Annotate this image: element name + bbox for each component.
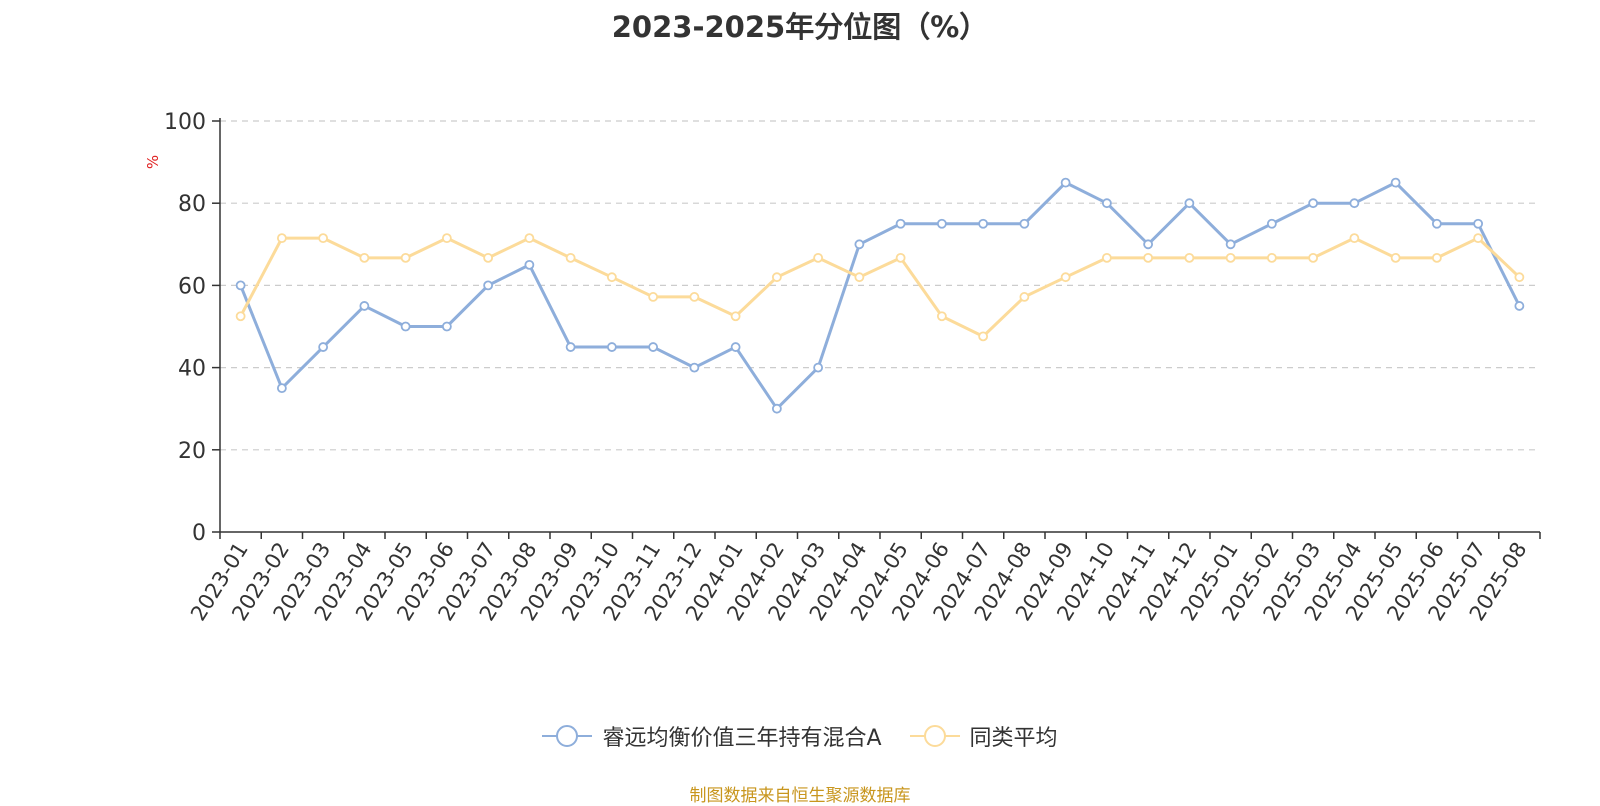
x-tick-labels: 2023-012023-022023-032023-042023-052023-… [186,538,1532,625]
series-point-1[interactable] [524,233,535,244]
legend: 睿远均衡价值三年持有混合A 同类平均 [0,720,1600,752]
legend-label-series-b: 同类平均 [969,726,1058,751]
series-point-1[interactable] [978,331,989,342]
y-tick-label: 20 [178,439,206,464]
series-point-0[interactable] [1473,218,1484,229]
series-point-1[interactable] [359,252,370,263]
grid-lines [220,120,1540,451]
series-point-1[interactable] [771,272,782,283]
legend-swatch-series-b [909,725,960,747]
series-point-0[interactable] [771,403,782,414]
series-point-1[interactable] [318,233,329,244]
series-line-1 [239,236,1521,338]
series-point-0[interactable] [318,342,329,352]
series-point-1[interactable] [1101,252,1112,263]
series-point-0[interactable] [1101,198,1112,209]
y-tick-label: 100 [164,110,206,135]
series-point-1[interactable] [730,311,741,322]
series-point-0[interactable] [1143,239,1154,250]
series-point-0[interactable] [1060,177,1071,188]
series-point-1[interactable] [1019,292,1030,302]
series-point-0[interactable] [895,218,906,229]
series-point-0[interactable] [276,383,287,394]
series-point-0[interactable] [1349,198,1360,209]
y-tick-label: 60 [178,274,206,299]
series-point-0[interactable] [1019,218,1030,229]
series-point-1[interactable] [483,252,494,263]
series-point-1[interactable] [1225,252,1236,263]
series-point-1[interactable] [565,252,576,263]
legend-label-series-a: 睿远均衡价值三年持有混合A [602,726,882,751]
series-point-1[interactable] [689,292,700,302]
series-point-1[interactable] [648,292,659,302]
series-point-1[interactable] [441,233,452,244]
series-point-0[interactable] [648,342,659,352]
series-point-0[interactable] [400,321,411,332]
series-point-1[interactable] [1349,233,1360,244]
y-tick-label: 0 [192,521,206,546]
series-line-0 [239,181,1521,411]
series-point-0[interactable] [730,342,741,352]
axes [212,118,1541,539]
legend-swatch-series-a [542,725,593,747]
series-point-1[interactable] [235,311,246,322]
series-point-0[interactable] [235,280,246,291]
y-tick-labels: 0 20 40 60 80 100 [164,110,206,546]
y-tick-label: 80 [178,192,206,217]
series-point-1[interactable] [813,252,824,263]
series-point-1[interactable] [936,311,947,322]
legend-item-series-a[interactable]: 睿远均衡价值三年持有混合A [542,720,882,752]
series-point-0[interactable] [606,342,617,352]
series-point-0[interactable] [813,362,824,373]
series-point-1[interactable] [1390,252,1401,263]
series-point-1[interactable] [1060,272,1071,283]
series-point-0[interactable] [524,259,535,270]
series-point-1[interactable] [400,252,411,263]
series-point-1[interactable] [1184,252,1195,263]
series-point-0[interactable] [359,301,370,311]
series-point-0[interactable] [1431,218,1442,229]
data-source-note: 制图数据来自恒生聚源数据库 [689,786,911,806]
series-point-1[interactable] [276,233,287,244]
series-point-0[interactable] [936,218,947,229]
series-point-1[interactable] [1308,252,1319,263]
series-point-1[interactable] [1266,252,1277,263]
series-point-0[interactable] [1225,239,1236,250]
series-point-1[interactable] [1143,252,1154,263]
series-point-0[interactable] [1266,218,1277,229]
series-point-0[interactable] [1514,301,1525,311]
series-point-1[interactable] [1514,272,1525,283]
series-point-0[interactable] [978,218,989,229]
series-point-1[interactable] [895,252,906,263]
series-point-0[interactable] [1390,177,1401,188]
series-group [235,177,1525,414]
series-point-0[interactable] [1184,198,1195,209]
series-point-0[interactable] [441,321,452,332]
series-point-1[interactable] [854,272,865,283]
series-point-1[interactable] [1473,233,1484,244]
series-point-0[interactable] [565,342,576,352]
series-point-0[interactable] [689,362,700,373]
legend-item-series-b[interactable]: 同类平均 [909,720,1058,752]
series-point-0[interactable] [1308,198,1319,209]
y-tick-label: 40 [178,357,206,382]
series-point-1[interactable] [1431,252,1442,263]
series-point-1[interactable] [606,272,617,283]
chart-title: 2023-2025年分位图（%） [611,10,989,44]
series-point-0[interactable] [854,239,865,250]
series-point-0[interactable] [483,280,494,291]
